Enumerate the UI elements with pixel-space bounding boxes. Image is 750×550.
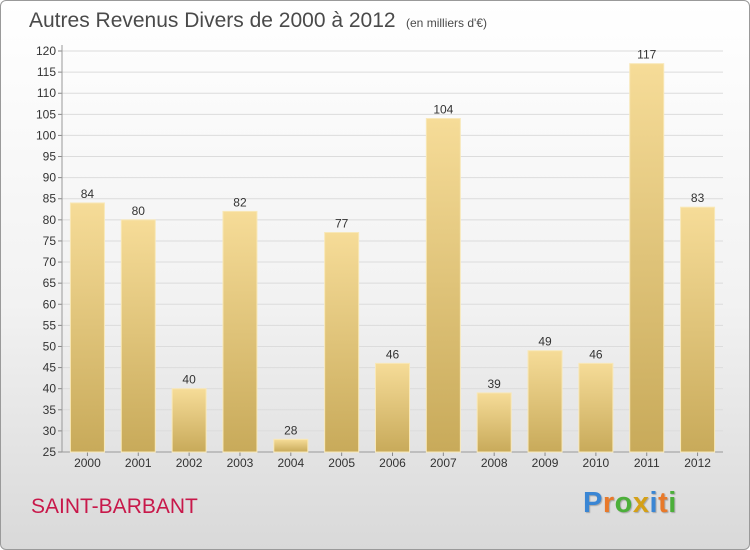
x-tick-label: 2003 xyxy=(227,456,254,470)
y-tick-label: 75 xyxy=(43,234,57,248)
y-tick-label: 65 xyxy=(43,276,57,290)
x-tick-label: 2002 xyxy=(176,456,203,470)
value-label: 28 xyxy=(284,423,298,437)
value-label: 83 xyxy=(691,191,705,205)
y-tick-label: 80 xyxy=(43,213,57,227)
bar-2010 xyxy=(578,362,614,453)
y-tick-label: 45 xyxy=(43,361,57,375)
value-label: 104 xyxy=(433,103,453,117)
x-tick-label: 2011 xyxy=(634,456,660,470)
value-label: 117 xyxy=(637,48,656,62)
bar-2005 xyxy=(324,232,360,453)
logo-letter: P xyxy=(583,487,603,519)
y-tick-label: 85 xyxy=(43,192,57,206)
y-tick-label: 55 xyxy=(43,318,57,332)
x-tick-label: 2012 xyxy=(684,456,711,470)
bar-2003 xyxy=(222,210,258,453)
value-label: 39 xyxy=(488,377,502,391)
bar-2000 xyxy=(69,202,105,453)
logo-letter: x xyxy=(632,487,650,519)
x-tick-label: 2010 xyxy=(583,456,610,470)
bar-2011 xyxy=(629,63,665,453)
logo-letter: o xyxy=(614,487,633,519)
x-tick-label: 2008 xyxy=(481,456,508,470)
value-label: 80 xyxy=(132,204,146,218)
logo-letter: i xyxy=(668,487,677,519)
value-label: 46 xyxy=(386,347,400,361)
commune-name: SAINT-BARBANT xyxy=(31,495,198,518)
bar-2007 xyxy=(425,118,461,453)
y-tick-label: 110 xyxy=(37,86,56,100)
logo-letter: r xyxy=(602,487,615,519)
y-tick-label: 120 xyxy=(36,44,56,58)
y-tick-label: 25 xyxy=(43,445,57,459)
y-tick-label: 35 xyxy=(43,403,57,417)
bar-2009 xyxy=(527,350,563,453)
x-tick-label: 2001 xyxy=(125,456,152,470)
chart-title: Autres Revenus Divers de 2000 à 2012 (en… xyxy=(29,9,487,33)
y-tick-label: 115 xyxy=(37,65,56,79)
bars xyxy=(69,63,716,453)
title-text: Autres Revenus Divers de 2000 à 2012 xyxy=(29,9,396,32)
bar-2006 xyxy=(375,362,410,453)
x-tick-label: 2004 xyxy=(277,456,304,470)
value-label: 46 xyxy=(589,347,603,361)
value-label: 49 xyxy=(538,335,552,349)
value-label: 77 xyxy=(335,217,349,231)
x-tick-label: 2006 xyxy=(379,456,406,470)
value-label: 40 xyxy=(182,373,196,387)
labels: 25 30 35 40 45 50 55 60 65 70 75 80 85 90 95 100 105 110 1… xyxy=(36,44,711,470)
value-label: 82 xyxy=(233,195,247,209)
y-tick-label: 105 xyxy=(36,107,56,121)
logo-letter: t xyxy=(658,487,669,519)
bar-2012 xyxy=(680,206,716,453)
y-tick-label: 90 xyxy=(43,171,57,185)
y-tick-label: 40 xyxy=(43,382,57,396)
bar-2001 xyxy=(120,219,156,453)
y-tick-label: 95 xyxy=(43,150,57,164)
x-tick-label: 2005 xyxy=(328,456,355,470)
x-tick-label: 2007 xyxy=(430,456,457,470)
value-label: 84 xyxy=(81,187,95,201)
logo-letter: i xyxy=(649,487,659,519)
x-tick-label: 2000 xyxy=(74,456,101,470)
y-tick-label: 50 xyxy=(43,339,57,353)
y-tick-label: 30 xyxy=(43,424,57,438)
bar-2002 xyxy=(171,388,207,453)
y-tick-label: 70 xyxy=(43,255,57,269)
title-unit: (en milliers d'€) xyxy=(406,16,487,30)
y-tick-label: 100 xyxy=(36,128,56,142)
bar-2008 xyxy=(476,392,512,453)
bar-2004 xyxy=(273,438,309,453)
proxiti-logo: Proxiti xyxy=(583,487,677,520)
y-tick-label: 60 xyxy=(43,297,57,311)
x-tick-label: 2009 xyxy=(532,456,559,470)
